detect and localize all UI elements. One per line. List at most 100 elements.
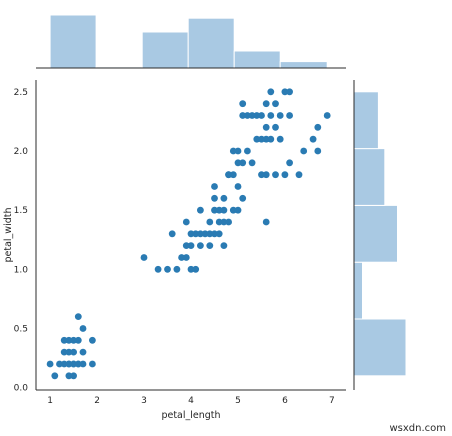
scatter-point — [65, 372, 73, 380]
scatter-point — [286, 112, 293, 119]
y-tick-label: 0.5 — [14, 324, 28, 334]
scatter-point — [173, 265, 181, 273]
y-hist-bar — [353, 148, 386, 206]
scatter-point — [178, 254, 186, 261]
scatter-point — [46, 360, 54, 368]
x-tick-label: 5 — [235, 396, 241, 406]
scatter-point — [286, 159, 293, 167]
x-axis-label: petal_length — [161, 410, 220, 421]
scatter-point — [239, 194, 247, 202]
scatter-point — [192, 230, 200, 238]
scatter-point — [220, 218, 228, 226]
y-hist-bar — [353, 91, 379, 150]
scatter-point — [206, 242, 214, 250]
scatter-point — [79, 325, 87, 332]
scatter-point — [182, 254, 190, 261]
scatter-point — [168, 230, 176, 238]
scatter-point — [258, 112, 265, 119]
scatter-point — [300, 147, 308, 155]
y-tick-labels: 0.0 0.5 1.0 1.5 2.0 2.5 — [14, 88, 29, 394]
scatter-point — [225, 218, 233, 226]
scatter-point — [211, 194, 218, 202]
y-tick-label: 1.5 — [14, 206, 28, 216]
scatter-point — [234, 183, 242, 190]
x-tick-label: 4 — [188, 396, 194, 406]
scatter-point — [286, 88, 293, 96]
x-tick-labels: 1 2 3 4 5 6 7 — [47, 396, 335, 406]
scatter-point — [272, 100, 279, 108]
scatter-point — [206, 230, 214, 238]
scatter-point — [225, 171, 233, 179]
scatter-point — [70, 348, 77, 356]
x-tick-label: 6 — [282, 396, 288, 406]
scatter-point — [314, 123, 322, 131]
x-hist-bar — [279, 61, 328, 69]
scatter-point — [79, 348, 87, 356]
scatter-points — [46, 88, 331, 380]
scatter-point — [187, 242, 195, 250]
scatter-point — [211, 183, 218, 190]
scatter-point — [253, 135, 261, 143]
scatter-point — [229, 147, 237, 155]
scatter-point — [70, 372, 77, 380]
y-tick-label: 2.5 — [14, 88, 28, 98]
scatter-point — [239, 112, 247, 119]
scatter-point — [215, 230, 223, 238]
scatter-point — [309, 135, 317, 143]
scatter-point — [74, 336, 82, 344]
y-axis-label: petal_width — [3, 208, 14, 263]
scatter-point — [65, 336, 73, 344]
scatter-point — [60, 348, 68, 356]
scatter-point — [70, 360, 77, 368]
scatter-point — [248, 112, 256, 119]
scatter-point — [314, 147, 322, 155]
scatter-point — [182, 218, 190, 226]
x-tick-label: 1 — [47, 396, 53, 406]
scatter-point — [197, 230, 204, 238]
scatter-point — [244, 147, 251, 155]
x-hist-bar — [233, 50, 281, 69]
scatter-point — [65, 348, 73, 356]
scatter-point — [192, 265, 200, 273]
scatter-point — [267, 135, 275, 143]
scatter-point — [229, 206, 237, 214]
scatter-point — [262, 100, 270, 108]
scatter-point — [272, 123, 279, 131]
scatter-point — [182, 242, 190, 250]
scatter-point — [272, 171, 279, 179]
scatter-point — [281, 171, 289, 179]
scatter-point — [215, 218, 223, 226]
scatter-point — [234, 206, 242, 214]
scatter-point — [229, 171, 237, 179]
x-tick-label: 2 — [94, 396, 100, 406]
y-hist-bar — [353, 318, 407, 377]
scatter-point — [234, 147, 242, 155]
scatter-point — [281, 88, 289, 96]
scatter-point — [253, 112, 261, 119]
scatter-point — [267, 88, 275, 96]
scatter-point — [220, 194, 228, 202]
scatter-point — [239, 159, 247, 167]
scatter-point — [211, 206, 218, 214]
scatter-point — [140, 254, 148, 261]
scatter-point — [187, 230, 195, 238]
y-marginal-histogram — [353, 91, 407, 377]
scatter-point — [239, 100, 247, 108]
x-hist-bar — [141, 31, 189, 69]
scatter-point — [187, 265, 195, 273]
scatter-point — [51, 372, 59, 380]
scatter-point — [220, 206, 228, 214]
scatter-point — [323, 112, 331, 119]
scatter-point — [197, 242, 204, 250]
scatter-point — [258, 135, 265, 143]
scatter-point — [244, 112, 251, 119]
scatter-point — [211, 230, 218, 238]
scatter-point — [267, 112, 275, 119]
scatter-point — [206, 218, 214, 226]
scatter-point — [60, 336, 68, 344]
scatter-point — [164, 265, 171, 273]
watermark-text: wsxdn.com — [389, 423, 446, 434]
scatter-point — [262, 171, 270, 179]
scatter-point — [201, 230, 209, 238]
scatter-point — [89, 336, 96, 344]
